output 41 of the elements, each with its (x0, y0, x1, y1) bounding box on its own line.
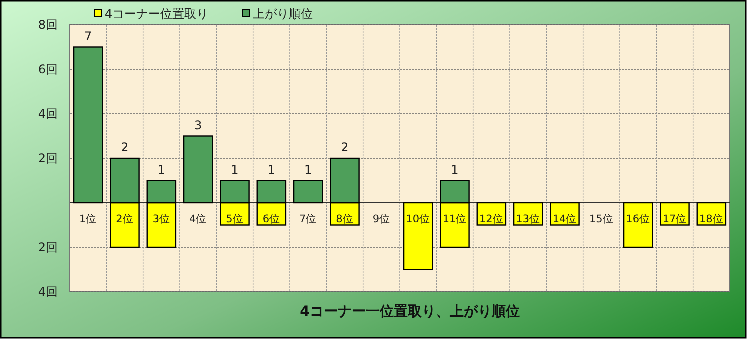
data-label: 7 (84, 29, 92, 44)
bar (183, 136, 214, 204)
y-tick-label: 6回 (38, 62, 58, 77)
data-label: 1 (158, 162, 166, 177)
data-label: 2 (341, 140, 349, 154)
data-label: 1 (268, 162, 276, 177)
data-label: 3 (194, 118, 202, 132)
y-tick-label: 2回 (38, 152, 58, 166)
data-label: 2 (121, 140, 129, 154)
x-tick-label: 18位 (699, 214, 724, 226)
x-tick-label: 7位 (299, 214, 318, 226)
y-tick-label: 2回 (38, 240, 58, 255)
x-tick-label: 8位 (336, 214, 354, 226)
x-tick-label: 10位 (406, 214, 431, 226)
bar (623, 202, 654, 248)
x-tick-label: 16位 (626, 214, 651, 226)
legend-label: 上がり順位 (253, 7, 313, 22)
x-tick-label: 11位 (442, 214, 468, 226)
bar (403, 202, 434, 270)
x-tick-label: 15位 (589, 214, 614, 226)
x-tick-label: 2位 (116, 214, 134, 226)
x-tick-label: 17位 (662, 214, 688, 226)
data-label: 1 (304, 162, 312, 177)
data-label: 1 (451, 162, 459, 177)
x-tick-label: 14位 (552, 214, 578, 226)
legend-label: 4コーナー位置取り (105, 7, 209, 22)
x-tick-label: 4位 (189, 214, 208, 226)
x-tick-label: 5位 (226, 214, 244, 226)
x-tick-label: 3位 (152, 214, 171, 226)
x-tick-label: 12位 (479, 214, 504, 226)
y-tick-label: 8回 (38, 18, 58, 32)
bar (293, 180, 324, 204)
bar (73, 46, 104, 204)
x-tick-label: 1位 (79, 214, 98, 226)
x-tick-label: 6位 (262, 214, 281, 226)
x-tick-label: 13位 (516, 214, 541, 226)
data-label: 1 (231, 162, 239, 177)
y-tick-label: 4回 (38, 107, 58, 122)
text: 4コーナー一位置取り、上がり順位 (300, 304, 520, 320)
y-tick-label: 4回 (38, 285, 58, 300)
x-tick-label: 9位 (372, 214, 391, 226)
